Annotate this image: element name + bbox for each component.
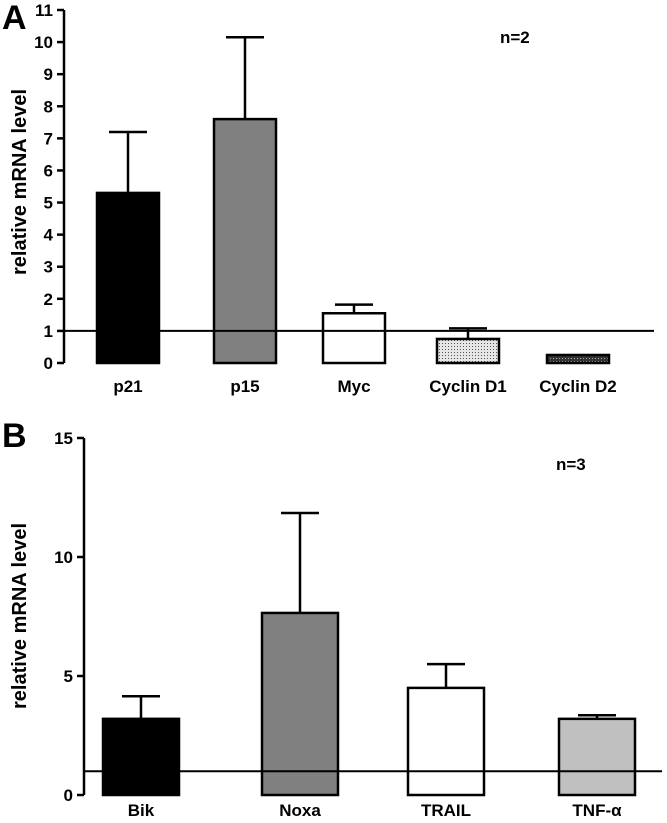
panel-a-category-labels: p21 p15 Myc Cyclin D1 Cyclin D2 [113,377,616,396]
panel-a-category-label: p21 [113,377,142,396]
panel-a-y-tick-label: 10 [34,33,53,52]
panel-a-y-tick-label: 6 [44,161,53,180]
panel-b-n-label: n=3 [556,455,586,474]
panel-a-category-label: p15 [230,377,259,396]
panel-b-letter: B [2,417,27,455]
panel-a-bar-4 [545,353,611,365]
panel-b-bar-2 [406,686,486,797]
panel-b-bar-1 [260,611,340,797]
panel-b-category-label: TRAIL [421,801,471,820]
panel-a-category-label: Cyclin D1 [429,377,506,396]
panel-b-category-label: Noxa [279,801,321,820]
panel-a-y-tick-label: 4 [44,226,54,245]
panel-b-y-tick-label: 5 [64,667,73,686]
panel-a-letter: A [2,0,27,37]
panel-b-bar-0 [101,717,181,797]
panel-b-bar-3 [557,717,637,797]
panel-a-bar-2 [321,312,387,365]
panel-a-y-axis: 0 1 2 3 4 5 6 7 8 9 10 11 [34,1,66,373]
panel-a-y-tick-label: 8 [44,97,53,116]
panel-a-bar-0 [95,191,161,365]
panel-b-y-axis-label: relative mRNA level [9,523,31,709]
panel-b-y-tick-label: 10 [54,548,73,567]
panel-b: B n=3 relative mRNA level 0 5 10 15 Bik Noxa… [2,417,662,820]
panel-a-y-tick-label: 0 [44,354,53,373]
panel-a-bar-3 [435,337,501,365]
panel-a-category-label: Myc [337,377,370,396]
panel-b-y-axis: 0 5 10 15 [54,429,86,805]
panel-b-y-tick-label: 0 [64,786,73,805]
panel-a-y-tick-label: 3 [44,258,53,277]
panel-a-y-tick-label: 2 [44,290,53,309]
panel-a-y-tick-label: 11 [35,1,53,20]
panel-b-category-labels: Bik Noxa TRAIL TNF-α [128,801,622,820]
panel-a-y-tick-label: 5 [44,194,53,213]
panel-b-y-tick-label: 15 [54,429,73,448]
panel-b-bars [84,511,662,797]
panel-a-y-tick-label: 7 [44,129,53,148]
panel-a: A n=2 relative mRNA level 0 1 2 3 4 5 6 7 8 9 10 11… [2,0,654,396]
panel-a-y-tick-label: 9 [44,65,53,84]
panel-a-y-axis-label: relative mRNA level [9,89,31,275]
panel-a-n-label: n=2 [500,28,530,47]
panel-b-category-label: TNF-α [572,801,622,820]
panel-a-bar-1 [212,117,278,365]
panel-a-category-label: Cyclin D2 [539,377,616,396]
panel-b-category-label: Bik [128,801,155,820]
panel-a-bars [64,36,654,365]
panel-a-y-tick-label: 1 [44,322,53,341]
